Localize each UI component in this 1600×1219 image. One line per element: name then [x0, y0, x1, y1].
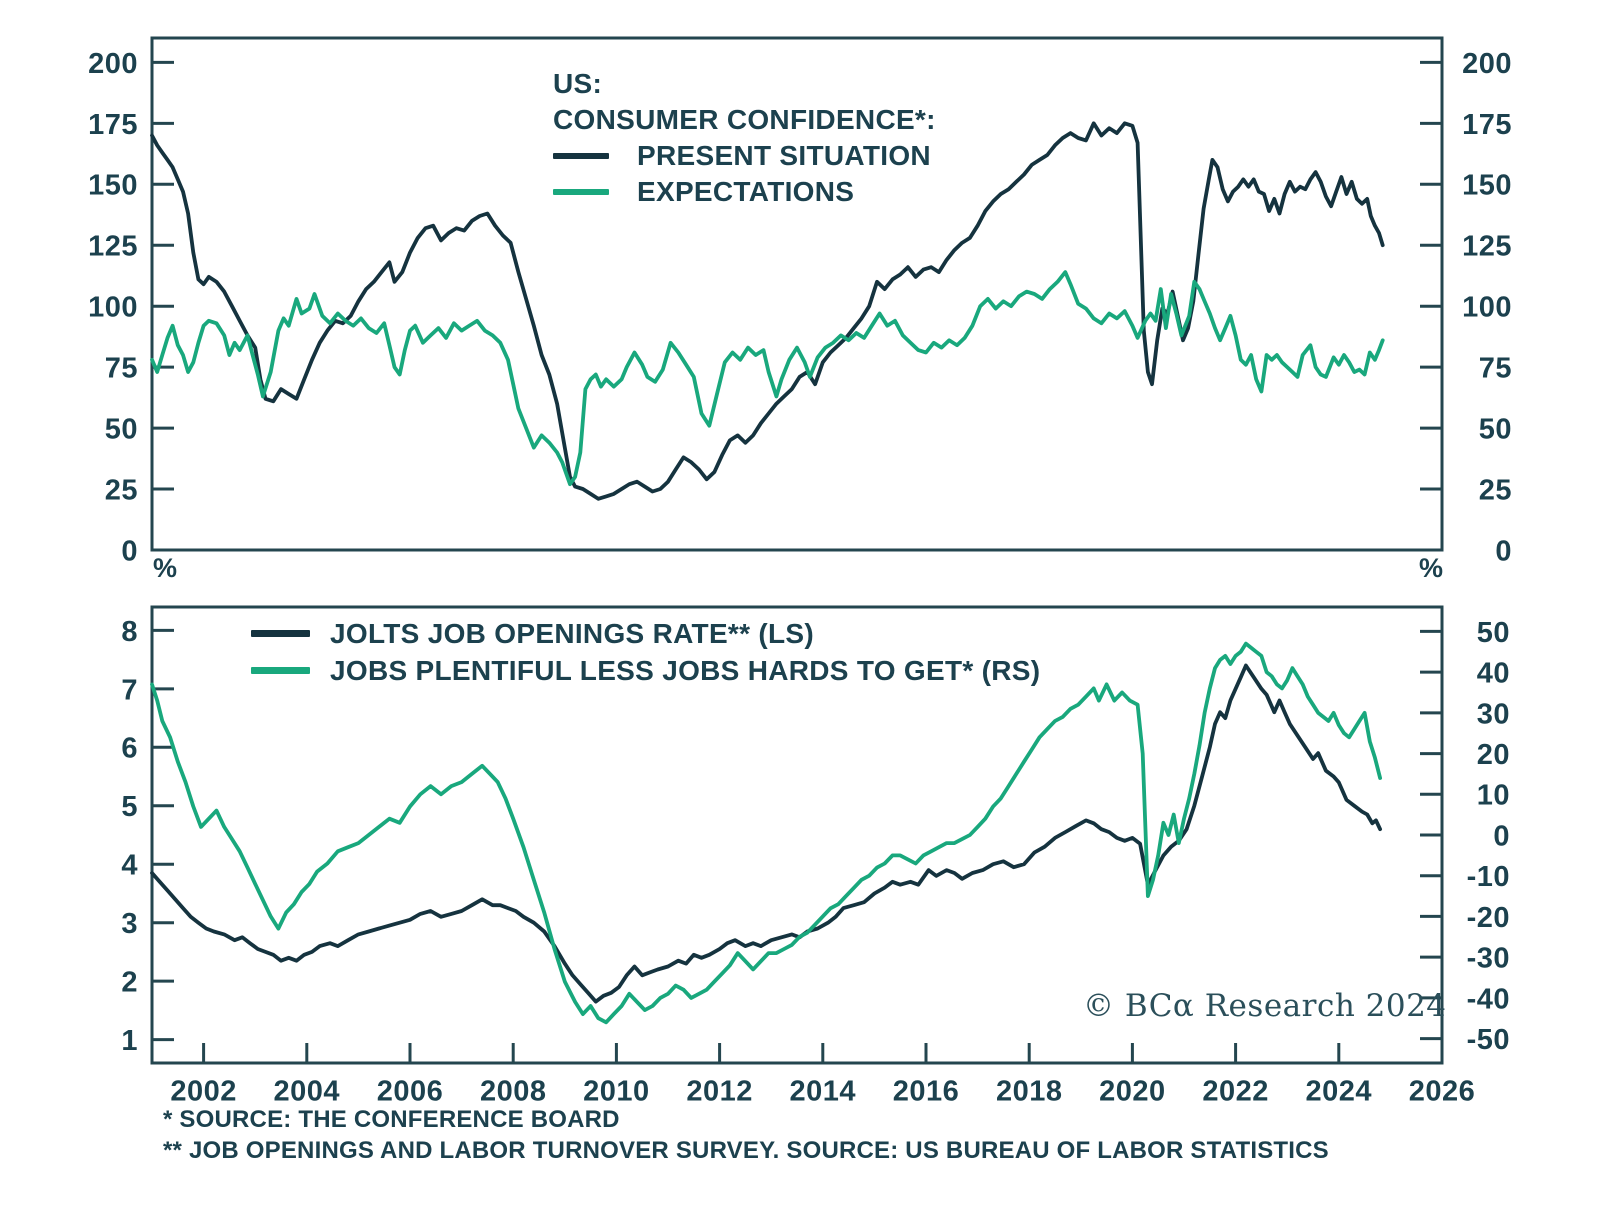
bottom-right-axis-label: -50	[1467, 1024, 1510, 1056]
legend-title-line2: CONSUMER CONFIDENCE*:	[553, 104, 936, 135]
bottom-right-axis-label: 10	[1477, 780, 1510, 812]
legend-label-expectations: EXPECTATIONS	[637, 176, 855, 207]
legend-row-present-situation: PRESENT SITUATION	[553, 138, 936, 174]
x-axis-year-label: 2014	[790, 1075, 857, 1107]
jolts-line-swatch	[251, 630, 310, 637]
x-axis-year-label: 2010	[583, 1075, 650, 1107]
bottom-right-axis-label: -20	[1467, 902, 1510, 934]
bottom-left-axis-label: 5	[121, 791, 138, 823]
x-axis-year-label: 2004	[274, 1075, 341, 1107]
legend-row-jolts: JOLTS JOB OPENINGS RATE** (LS)	[251, 615, 1040, 652]
top-panel-frame	[150, 36, 1444, 552]
top-left-axis-label: 200	[88, 48, 138, 80]
bottom-panel-legend: JOLTS JOB OPENINGS RATE** (LS) JOBS PLEN…	[251, 615, 1040, 689]
legend-label-jolts: JOLTS JOB OPENINGS RATE** (LS)	[330, 618, 815, 649]
left-axis-unit-percent: %	[153, 553, 178, 583]
jolts-openings-rate-line	[150, 663, 1382, 1004]
expectations-line	[150, 270, 1385, 487]
bottom-left-axis-label: 6	[121, 733, 138, 765]
x-axis-year-label: 2016	[893, 1075, 960, 1107]
legend-label-present-situation: PRESENT SITUATION	[637, 140, 931, 171]
top-right-axis-label: 200	[1462, 48, 1512, 80]
x-axis-year-label: 2020	[1099, 1075, 1166, 1107]
bottom-left-axis-label: 7	[121, 674, 138, 706]
top-left-axis-label: 100	[88, 292, 138, 324]
top-right-axis-label: 175	[1462, 109, 1512, 141]
x-axis-year-label: 2012	[686, 1075, 753, 1107]
bottom-left-axis-label: 1	[121, 1025, 138, 1057]
bottom-right-axis-label: -40	[1467, 983, 1510, 1015]
top-left-axis-label: 75	[105, 353, 138, 385]
bottom-right-axis-label: 30	[1477, 698, 1510, 730]
top-left-axis-label: 175	[88, 109, 138, 141]
legend-label-jobs-differential: JOBS PLENTIFUL LESS JOBS HARDS TO GET* (…	[330, 655, 1041, 686]
bca-research-watermark: © BCα Research 2024	[1083, 988, 1447, 1024]
x-axis-year-label: 2006	[377, 1075, 444, 1107]
x-axis-year-label: 2022	[1202, 1075, 1269, 1107]
bottom-left-axis-label: 2	[121, 967, 138, 999]
top-right-axis-label: 150	[1462, 170, 1512, 202]
top-right-axis-label: 0	[1495, 535, 1512, 567]
top-right-axis-label: 75	[1479, 353, 1512, 385]
bottom-right-axis-label: 40	[1477, 658, 1510, 690]
source-footnotes: * SOURCE: THE CONFERENCE BOARD ** JOB OP…	[163, 1104, 1329, 1166]
right-axis-unit-percent: %	[1419, 553, 1444, 583]
jobs-plentiful-less-hard-to-get-line	[150, 641, 1382, 1025]
footnote-jolts-bls: ** JOB OPENINGS AND LABOR TURNOVER SURVE…	[163, 1137, 1329, 1164]
x-axis-year-label: 2008	[480, 1075, 547, 1107]
top-left-axis-label: 25	[105, 474, 138, 506]
bottom-right-axis-label: 50	[1477, 617, 1510, 649]
top-left-axis-label: 50	[105, 414, 138, 446]
top-right-axis-label: 50	[1479, 414, 1512, 446]
legend-title-line1: US:	[553, 68, 603, 99]
top-left-axis-label: 150	[88, 170, 138, 202]
bottom-right-axis-label: -10	[1467, 861, 1510, 893]
x-axis-year-label: 2018	[996, 1075, 1063, 1107]
bottom-left-axis-label: 8	[121, 616, 138, 648]
top-right-axis-label: 100	[1462, 292, 1512, 324]
x-axis-year-label: 2002	[170, 1075, 237, 1107]
top-panel-legend: US: CONSUMER CONFIDENCE*: PRESENT SITUAT…	[553, 66, 936, 210]
top-right-axis-label: 125	[1462, 231, 1512, 263]
bottom-left-axis-label: 3	[121, 908, 138, 940]
expectations-line-swatch	[553, 189, 609, 195]
top-left-axis-label: 0	[121, 535, 138, 567]
top-left-axis-label: 125	[88, 231, 138, 263]
footnote-conference-board: * SOURCE: THE CONFERENCE BOARD	[163, 1106, 620, 1133]
bottom-right-axis-label: -30	[1467, 943, 1510, 975]
bottom-right-axis-label: 20	[1477, 739, 1510, 771]
x-axis-year-label: 2026	[1409, 1075, 1476, 1107]
present-situation-line	[150, 121, 1385, 501]
top-right-axis-label: 25	[1479, 474, 1512, 506]
jobs-differential-line-swatch	[251, 667, 310, 674]
present-situation-line-swatch	[553, 153, 609, 159]
legend-row-jobs-differential: JOBS PLENTIFUL LESS JOBS HARDS TO GET* (…	[251, 652, 1040, 689]
bottom-right-axis-label: 0	[1493, 820, 1510, 852]
x-axis-year-label: 2024	[1306, 1075, 1373, 1107]
legend-row-expectations: EXPECTATIONS	[553, 174, 936, 210]
bottom-left-axis-label: 4	[121, 850, 138, 882]
